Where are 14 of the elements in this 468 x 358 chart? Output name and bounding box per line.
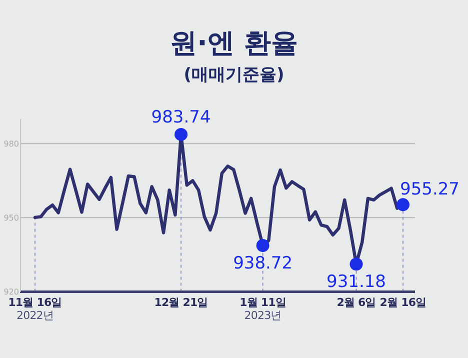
data-label: 955.27 <box>400 180 460 200</box>
y-tick-label: 950 <box>4 214 19 223</box>
data-label: 983.74 <box>151 107 211 128</box>
y-tick-label: 980 <box>4 140 19 149</box>
x-tick-label: 11월 16일 2022년 <box>8 296 62 322</box>
x-tick-label: 2월 16일 <box>380 296 426 309</box>
y-tick-label: 920 <box>4 288 19 297</box>
x-tick-label: 12월 21일 <box>154 296 208 309</box>
data-label: 938.72 <box>233 254 293 274</box>
chart-title: 원·엔 환율 <box>170 28 298 59</box>
data-label: 931.18 <box>326 272 386 292</box>
x-tick-label: 1월 11일 2023년 <box>240 296 286 322</box>
chart-subtitle: (매매기준율) <box>184 65 284 85</box>
x-tick-label: 2월 6일 <box>336 296 376 309</box>
